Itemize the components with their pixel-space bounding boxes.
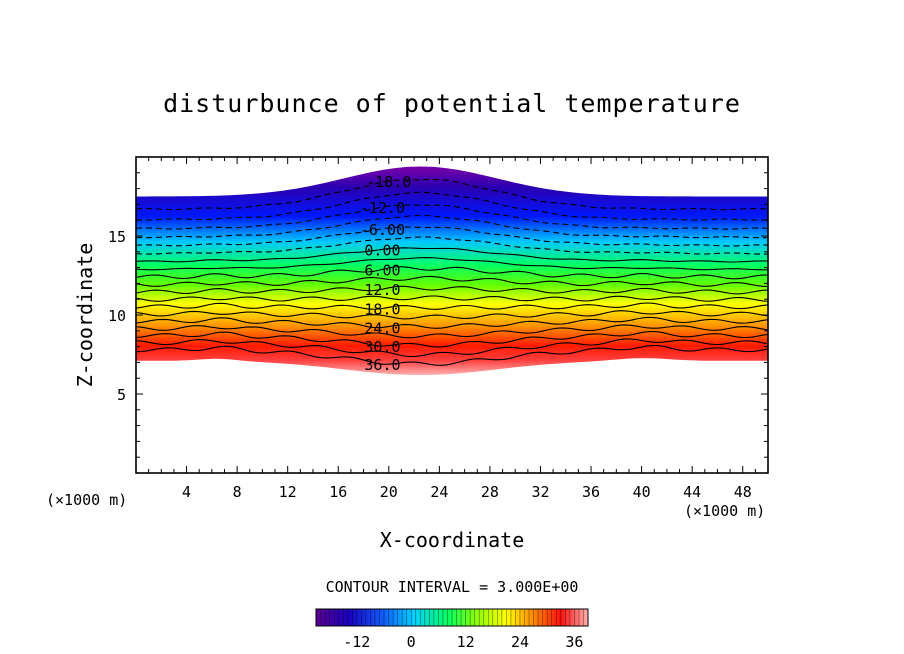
contour-line xyxy=(136,266,768,280)
y-tick-label: 10 xyxy=(108,307,126,325)
contour-label: -12.0 xyxy=(360,199,405,217)
x-axis-label: X-coordinate xyxy=(380,528,525,552)
colorbar-tick-label: 0 xyxy=(407,633,416,651)
x-tick-label: 40 xyxy=(633,483,651,501)
contour-line xyxy=(136,316,768,329)
contour-line xyxy=(136,324,768,339)
y-axis-label: Z-coordinate xyxy=(73,243,97,388)
potential-temperature-field xyxy=(136,166,768,375)
contour-line xyxy=(136,214,768,239)
contour-line xyxy=(136,310,768,320)
colorbar-tick-label: 24 xyxy=(511,633,529,651)
contour-line xyxy=(136,226,768,247)
x-tick-label: 12 xyxy=(279,483,297,501)
contour-line xyxy=(136,236,768,255)
x-tick-label: 28 xyxy=(481,483,499,501)
contour-label: 0.00 xyxy=(364,241,400,259)
contour-label: 36.0 xyxy=(364,356,400,374)
contour-label: 12.0 xyxy=(364,281,400,299)
contour-line xyxy=(136,338,768,358)
x-unit-left: (×1000 m) xyxy=(46,491,127,509)
colorbar-tick-label: -12 xyxy=(343,633,370,651)
x-tick-label: 44 xyxy=(683,483,701,501)
contour-label: 24.0 xyxy=(364,319,400,337)
contour-label: 6.00 xyxy=(364,261,400,279)
x-tick-label: 36 xyxy=(582,483,600,501)
contour-line xyxy=(136,257,768,271)
contour-label: 30.0 xyxy=(364,338,400,356)
contour-label: -18.0 xyxy=(366,173,411,191)
colorbar: -12 0 12 24 36 xyxy=(315,608,589,651)
contour-line xyxy=(136,285,768,295)
contour-label: 18.0 xyxy=(364,300,400,318)
plot-area: -18.0-12.0-6.000.006.0012.018.024.030.03… xyxy=(108,156,769,501)
x-tick-label: 20 xyxy=(380,483,398,501)
x-unit-right: (×1000 m) xyxy=(684,502,765,520)
colorbar-tick-label: 36 xyxy=(565,633,583,651)
chart-title: disturbunce of potential temperature xyxy=(163,89,741,118)
x-tick-label: 4 xyxy=(182,483,191,501)
y-tick-label: 15 xyxy=(108,228,126,246)
x-tick-label: 48 xyxy=(734,483,752,501)
x-tick-label: 32 xyxy=(531,483,549,501)
contour-line xyxy=(136,302,768,310)
x-tick-label: 8 xyxy=(233,483,242,501)
contour-label: -6.00 xyxy=(360,221,405,239)
colorbar-tick-label: 12 xyxy=(457,633,475,651)
x-tick-label: 16 xyxy=(329,483,347,501)
x-tick-label: 24 xyxy=(430,483,448,501)
contour-line xyxy=(136,247,768,263)
contour-line xyxy=(136,191,768,221)
contour-line xyxy=(136,330,768,348)
y-tick-label: 5 xyxy=(117,386,126,404)
contour-line xyxy=(136,345,768,366)
contour-interval-text: CONTOUR INTERVAL = 3.000E+00 xyxy=(326,578,579,596)
contour-line xyxy=(136,204,768,230)
contour-line xyxy=(136,178,768,211)
contour-line xyxy=(136,275,768,287)
contour-line xyxy=(136,295,768,302)
